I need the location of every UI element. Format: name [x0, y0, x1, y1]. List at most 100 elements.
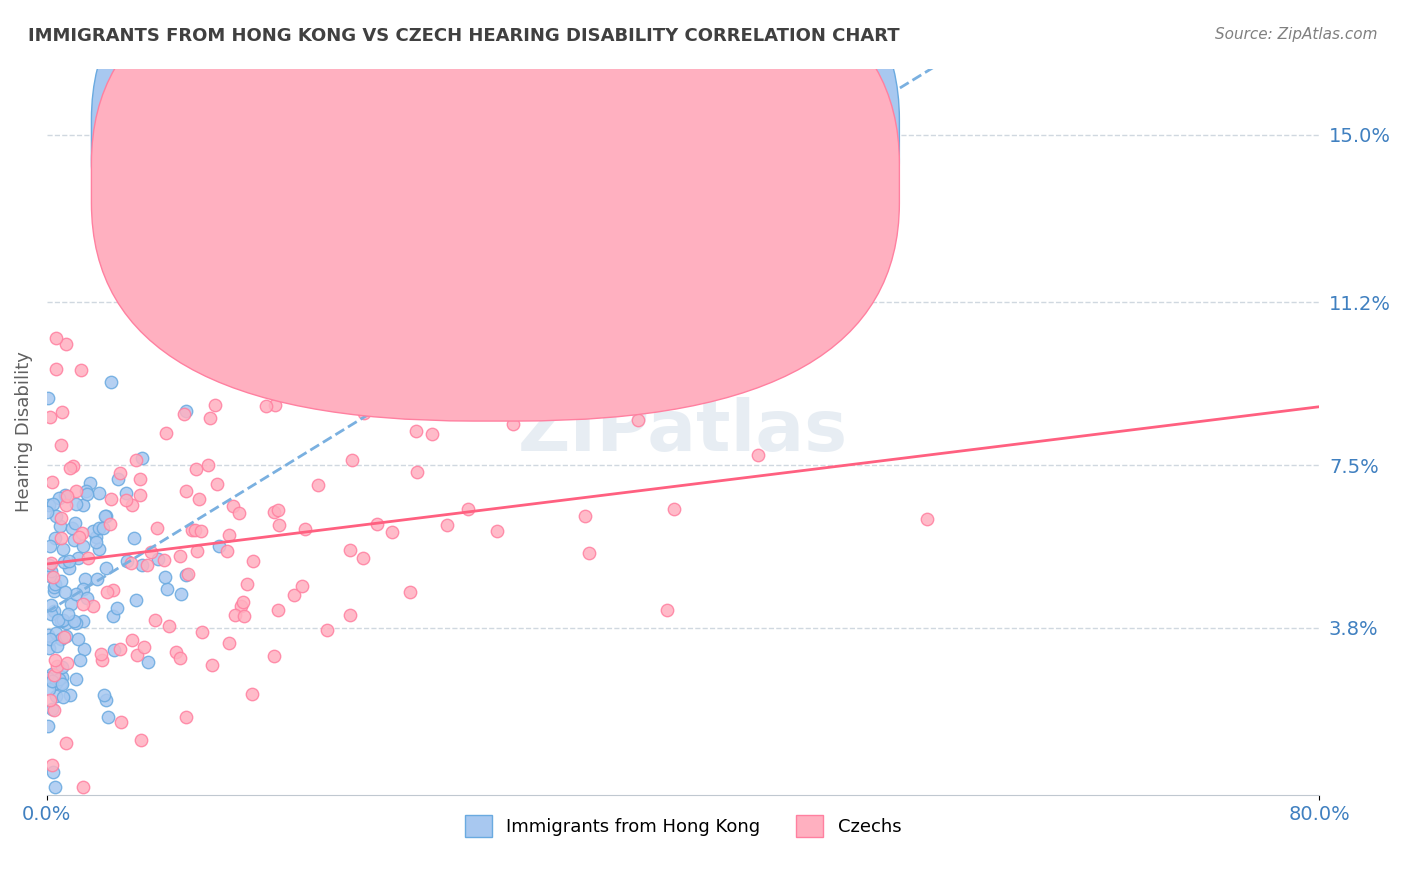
Point	[39, 632, 62, 647]
Point	[103, 643, 125, 657]
Point	[41, 757, 63, 772]
Point	[129, 732, 152, 747]
Point	[180, 523, 202, 537]
Point	[49, 438, 72, 452]
Point	[44, 667, 66, 681]
Point	[132, 640, 155, 655]
Point	[174, 568, 197, 582]
Text: ZIPatlas: ZIPatlas	[517, 398, 848, 467]
Point	[53, 488, 76, 502]
Point	[131, 558, 153, 572]
Point	[98, 516, 121, 531]
Point	[69, 363, 91, 377]
Point	[87, 521, 110, 535]
Point	[55, 656, 77, 670]
Point	[45, 509, 67, 524]
Point	[105, 601, 128, 615]
Point	[191, 624, 214, 639]
Point	[153, 553, 176, 567]
Point	[82, 524, 104, 539]
Point	[267, 603, 290, 617]
Point	[41, 475, 63, 489]
Point	[240, 687, 263, 701]
Point	[38, 682, 60, 697]
Point	[84, 534, 107, 549]
Point	[110, 714, 132, 729]
Point	[38, 641, 60, 656]
Point	[59, 461, 82, 475]
Point	[96, 509, 118, 524]
Point	[236, 576, 259, 591]
Point	[58, 554, 80, 568]
Point	[59, 688, 82, 702]
Point	[155, 425, 177, 440]
Point	[120, 556, 142, 570]
Point	[51, 613, 73, 627]
Point	[63, 533, 86, 548]
Point	[148, 552, 170, 566]
Point	[186, 462, 208, 476]
Point	[72, 498, 94, 512]
Point	[218, 636, 240, 650]
Point	[51, 574, 73, 588]
FancyBboxPatch shape	[91, 0, 900, 421]
Point	[65, 673, 87, 687]
Point	[55, 336, 77, 351]
Point	[294, 522, 316, 536]
Point	[37, 628, 59, 642]
Point	[366, 516, 388, 531]
Point	[108, 467, 131, 481]
Point	[574, 509, 596, 524]
Point	[94, 509, 117, 524]
Point	[38, 409, 60, 424]
Point	[65, 616, 87, 631]
Point	[103, 582, 125, 597]
Point	[232, 609, 254, 624]
Point	[45, 676, 67, 690]
Point	[48, 491, 70, 505]
Point	[201, 658, 224, 673]
Point	[42, 702, 65, 716]
Point	[128, 471, 150, 485]
Point	[72, 539, 94, 553]
Point	[627, 413, 650, 427]
Point	[188, 491, 211, 506]
Point	[165, 645, 187, 659]
Point	[283, 588, 305, 602]
Point	[136, 655, 159, 669]
Point	[200, 411, 222, 425]
Point	[39, 607, 62, 621]
Point	[169, 650, 191, 665]
Point	[56, 489, 79, 503]
Point	[176, 483, 198, 498]
Point	[218, 528, 240, 542]
Point	[41, 674, 63, 689]
Point	[72, 525, 94, 540]
Point	[170, 587, 193, 601]
Point	[41, 667, 63, 681]
Point	[145, 613, 167, 627]
Point	[129, 488, 152, 502]
Point	[49, 518, 72, 533]
Point	[263, 398, 285, 412]
Point	[224, 607, 246, 622]
Point	[65, 483, 87, 498]
Point	[44, 531, 66, 545]
Point	[339, 542, 361, 557]
Point	[86, 572, 108, 586]
Point	[72, 615, 94, 629]
Point	[190, 524, 212, 538]
Text: R = 0.224   N = 109
 R = 0.203   N = 127: R = 0.224 N = 109 R = 0.203 N = 127	[530, 127, 765, 168]
Text: IMMIGRANTS FROM HONG KONG VS CZECH HEARING DISABILITY CORRELATION CHART: IMMIGRANTS FROM HONG KONG VS CZECH HEARI…	[28, 27, 900, 45]
Point	[747, 448, 769, 462]
Point	[381, 524, 404, 539]
Point	[58, 561, 80, 575]
Point	[42, 570, 65, 584]
Point	[52, 630, 75, 644]
Point	[63, 516, 86, 531]
Point	[391, 351, 413, 365]
Point	[352, 550, 374, 565]
Point	[342, 453, 364, 467]
Point	[228, 506, 250, 520]
Point	[51, 660, 73, 674]
